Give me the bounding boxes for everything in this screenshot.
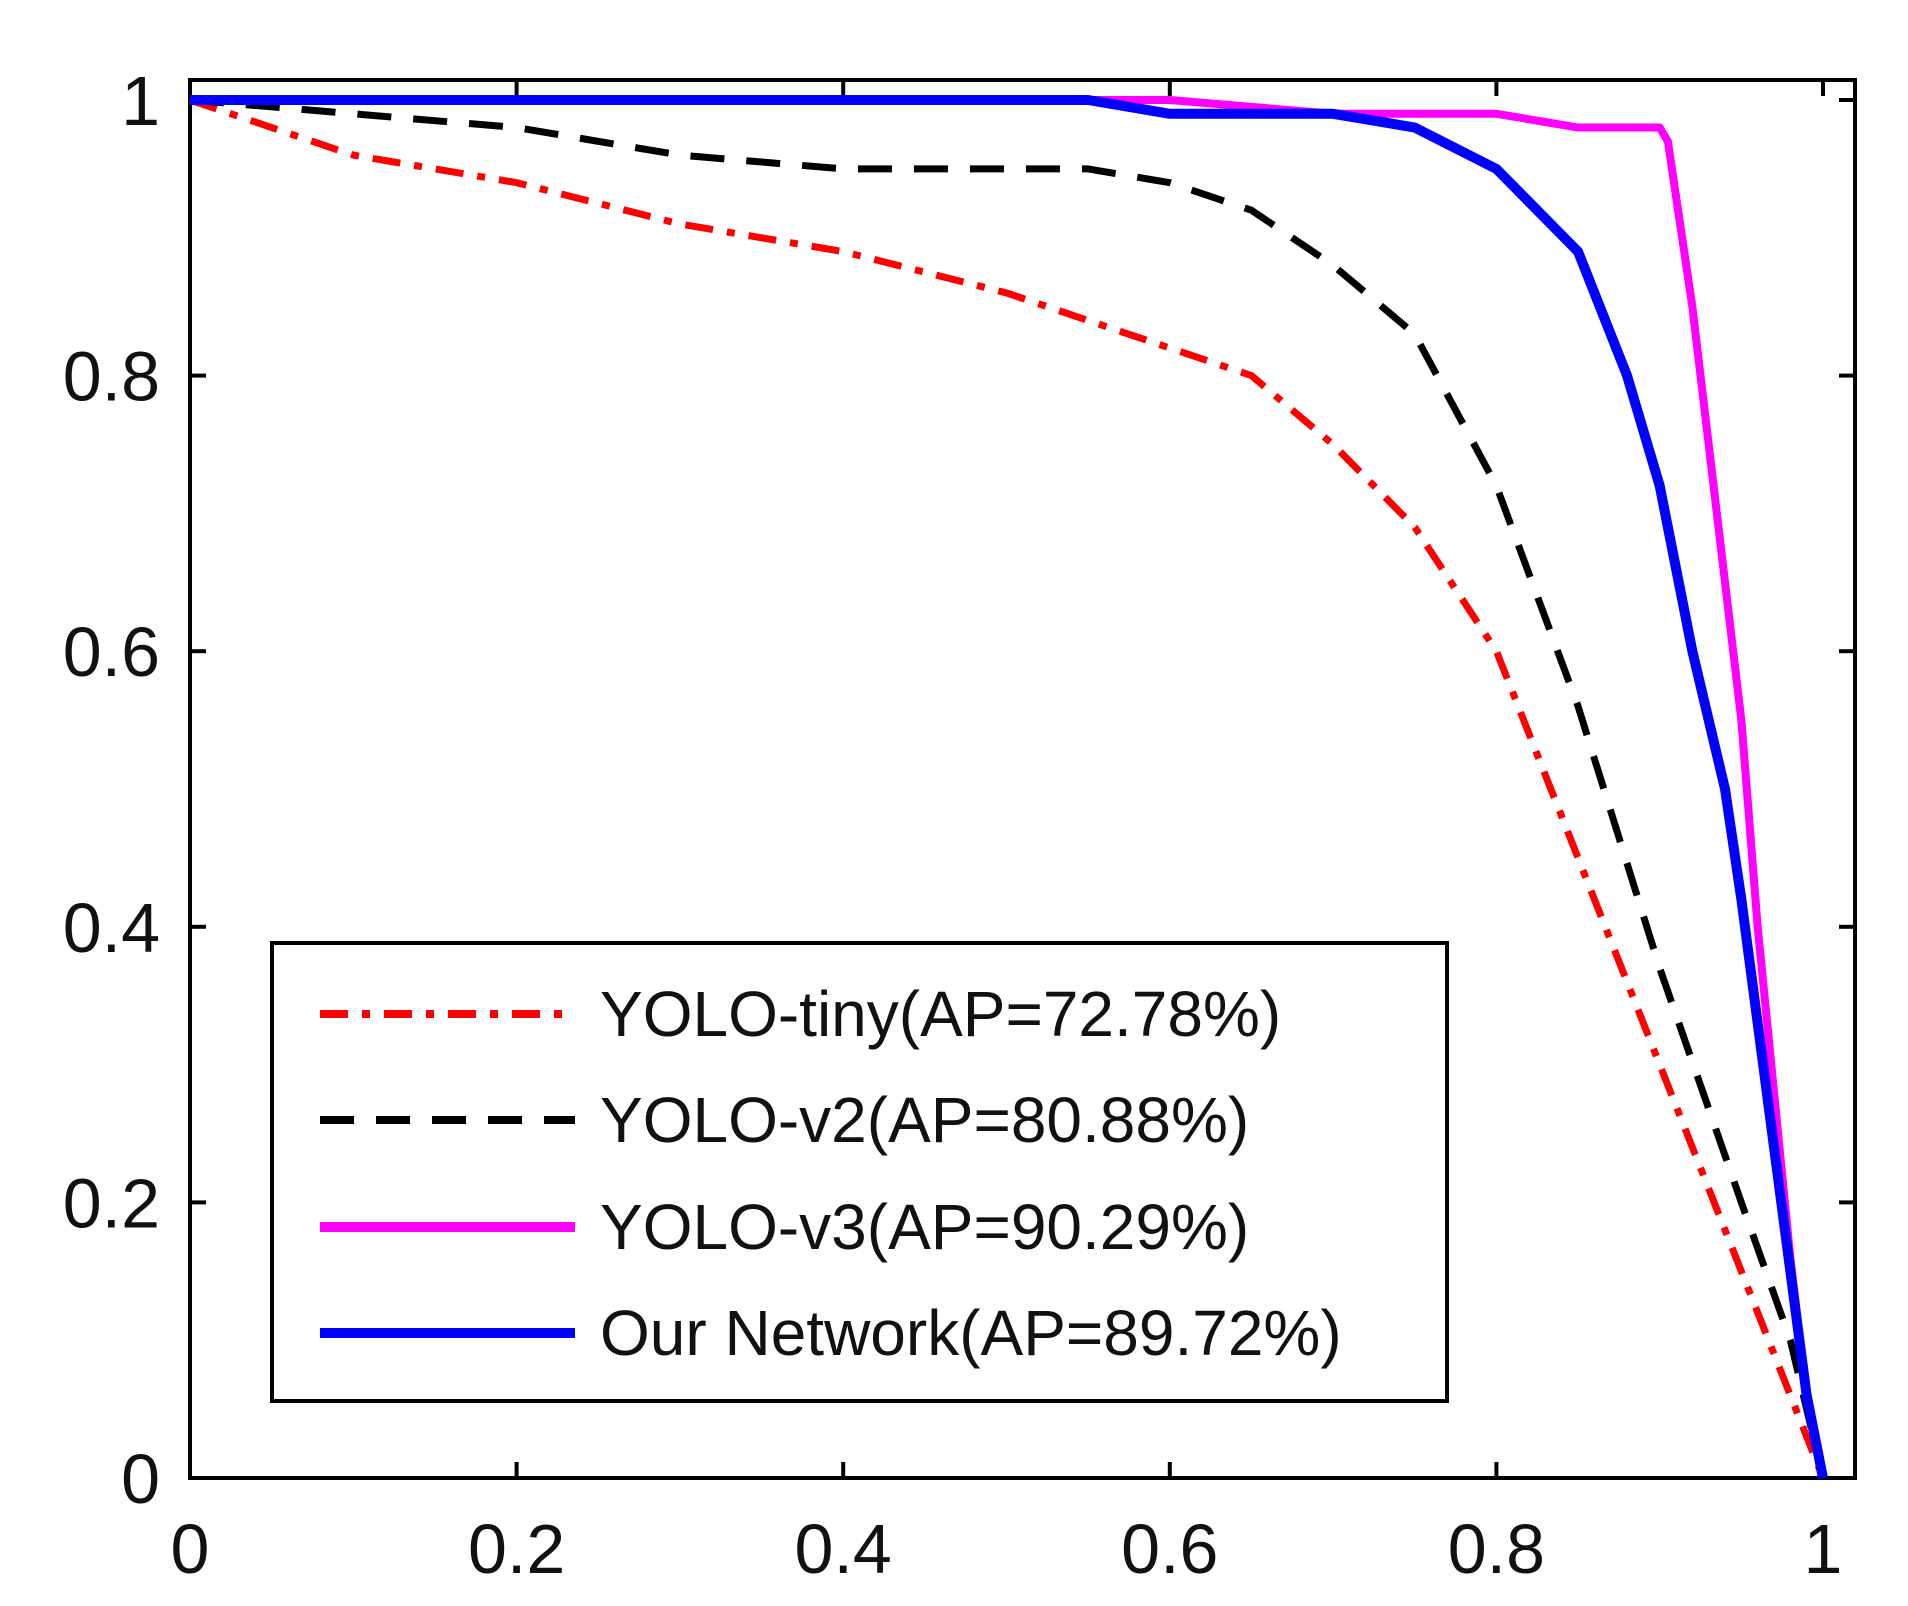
plot-frame bbox=[188, 78, 1857, 1480]
y-tick-labels: 0 0.2 0.4 0.6 0.8 1 bbox=[63, 62, 160, 1518]
x-tick-label: 0.6 bbox=[1121, 1510, 1218, 1588]
y-tick-label: 1 bbox=[121, 62, 160, 140]
y-tick-label: 0.8 bbox=[63, 338, 160, 416]
x-tick-label: 1 bbox=[1804, 1510, 1843, 1588]
series-lines bbox=[188, 95, 1828, 1480]
x-tick-label: 0.8 bbox=[1448, 1510, 1545, 1588]
series-line-3 bbox=[190, 95, 1828, 1479]
y-tick-label: 0 bbox=[121, 1440, 160, 1518]
legend-label-3: Our Network(AP=89.72%) bbox=[600, 1297, 1342, 1369]
x-tick-labels: 0 0.2 0.4 0.6 0.8 1 bbox=[171, 1510, 1843, 1588]
axis-ticks bbox=[188, 80, 1855, 1480]
x-tick-label: 0.2 bbox=[468, 1510, 565, 1588]
x-tick-label: 0 bbox=[171, 1510, 210, 1588]
legend-label-0: YOLO-tiny(AP=72.78%) bbox=[600, 978, 1281, 1050]
legend: YOLO-tiny(AP=72.78%) YOLO-v2(AP=80.88%) YO… bbox=[270, 941, 1449, 1403]
x-tick-label: 0.4 bbox=[795, 1510, 892, 1588]
y-tick-label: 0.4 bbox=[63, 889, 160, 967]
legend-label-1: YOLO-v2(AP=80.88%) bbox=[600, 1084, 1249, 1156]
series-line-1 bbox=[189, 96, 1827, 1479]
legend-box bbox=[270, 941, 1449, 1403]
y-tick-label: 0.2 bbox=[63, 1164, 160, 1242]
legend-items: YOLO-tiny(AP=72.78%) YOLO-v2(AP=80.88%) YO… bbox=[320, 978, 1342, 1369]
y-tick-label: 0.6 bbox=[63, 613, 160, 691]
legend-label-2: YOLO-v3(AP=90.29%) bbox=[600, 1191, 1249, 1263]
